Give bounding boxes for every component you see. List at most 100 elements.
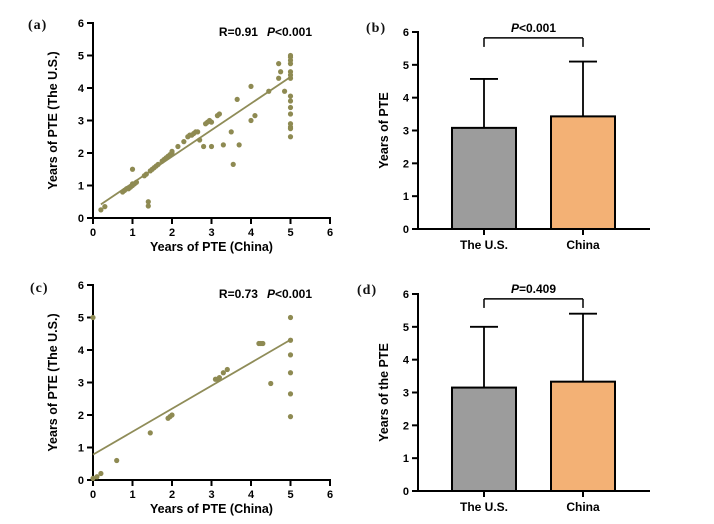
panel-c-label: (c) (30, 281, 49, 296)
data-point (287, 104, 294, 111)
x-tick-label: 2 (169, 489, 175, 501)
bar-china (550, 380, 616, 492)
y-tick-label: 2 (403, 420, 409, 432)
data-point (143, 171, 149, 177)
error-bar (569, 312, 597, 382)
correlation-annotation: R=0.73 P<0.001 (219, 287, 312, 301)
data-point (145, 199, 151, 205)
data-point (252, 113, 258, 119)
data-point (287, 98, 294, 104)
data-point (236, 142, 242, 148)
data-point (228, 129, 234, 135)
x-tick-label: 1 (129, 227, 135, 239)
y-tick-label: 6 (78, 280, 84, 292)
x-tick-label: 3 (208, 489, 214, 501)
scatter-plot-a: 0 1 2 3 4 5 6 0 1 2 3 4 5 6 Years of PTE (China) Years … (46, 18, 333, 254)
data-point (181, 139, 187, 145)
data-point (90, 314, 96, 321)
data-point (155, 161, 161, 167)
x-tick-label: 0 (90, 489, 96, 501)
axes: 0 1 2 3 4 5 6 0 1 2 3 4 5 6 (78, 280, 333, 501)
r-value-label: R=0.91 (219, 25, 258, 39)
y-tick-label: 4 (403, 93, 410, 105)
y-tick-label: 0 (403, 224, 409, 236)
y-tick-label: 5 (403, 322, 409, 334)
data-point (266, 88, 272, 94)
data-points (90, 314, 294, 481)
data-point (287, 370, 294, 376)
regression-line (92, 337, 293, 456)
data-point (276, 61, 282, 67)
y-tick-label: 6 (403, 27, 409, 39)
data-point (287, 111, 294, 117)
y-tick-label: 2 (78, 410, 84, 422)
x-tick-label: 6 (327, 227, 333, 239)
data-point (224, 366, 230, 373)
data-point (216, 375, 222, 381)
data-point (145, 203, 151, 209)
data-point (114, 457, 120, 464)
p-value-label: P<0.001 (511, 21, 556, 35)
y-tick-label: 5 (78, 313, 84, 325)
y-tick-label: 6 (403, 289, 409, 301)
data-point (281, 88, 288, 94)
data-point (129, 166, 136, 172)
panel-a-label: (a) (28, 18, 48, 33)
data-point (208, 143, 215, 150)
y-tick-label: 4 (78, 83, 85, 95)
data-point (98, 207, 104, 213)
y-tick-label: 3 (78, 378, 84, 390)
data-point (248, 117, 254, 124)
data-point (230, 161, 236, 167)
y-tick-label: 1 (403, 191, 409, 203)
x-axis-title: Years of PTE (China) (150, 240, 273, 254)
p-symbol: P (267, 25, 276, 39)
bar-chart-b: 0 1 2 3 4 5 6 Years of PTE The U.S. China P<0.001 (377, 21, 650, 252)
error-bar (470, 78, 498, 128)
p-value-text: =0.409 (519, 282, 556, 296)
category-label: China (566, 238, 600, 252)
y-tick-label: 2 (403, 158, 409, 170)
data-point (234, 96, 240, 102)
bar-the-u-s (451, 126, 517, 230)
significance-bracket (483, 298, 584, 308)
y-tick-label: 0 (403, 486, 409, 498)
p-value-text: <0.001 (519, 21, 556, 35)
x-axis-title: Years of PTE (China) (150, 502, 273, 516)
data-point (287, 93, 294, 99)
category-label: The U.S. (460, 500, 508, 514)
significance-bracket (483, 37, 584, 47)
data-point (268, 380, 274, 387)
y-axis-title: Years of PTE (The U.S.) (46, 313, 60, 451)
data-point (220, 142, 226, 148)
data-point (216, 111, 222, 117)
p-symbol: P (267, 287, 276, 301)
y-tick-label: 5 (78, 51, 84, 63)
data-point (175, 143, 181, 150)
y-axis-title: Years of PTE (The U.S.) (46, 51, 60, 189)
category-label: The U.S. (460, 238, 508, 252)
y-tick-label: 1 (78, 443, 84, 455)
x-tick-label: 5 (287, 227, 293, 239)
data-point (133, 179, 140, 185)
y-tick-label: 5 (403, 60, 409, 72)
r-value-label: R=0.73 (219, 287, 258, 301)
y-axis-title: Years of PTE (377, 92, 391, 168)
y-tick-label: 0 (78, 213, 84, 225)
p-symbol: P (511, 21, 520, 35)
x-tick-label: 5 (287, 489, 293, 501)
bar-chart-d: 0 1 2 3 4 5 6 Years of the PTE The U.S. China P=0.… (377, 282, 650, 514)
data-point (248, 83, 254, 89)
p-value-label: P=0.409 (511, 282, 556, 296)
y-tick-label: 4 (78, 345, 85, 357)
bar-the-u-s (451, 386, 517, 492)
y-tick-label: 4 (403, 355, 410, 367)
axes: 0 1 2 3 4 5 6 0 1 2 3 4 5 6 (78, 18, 333, 239)
y-tick-label: 1 (78, 181, 84, 193)
data-point (287, 414, 294, 420)
bar-china (550, 115, 616, 230)
p-value-label: <0.001 (275, 287, 312, 301)
x-tick-label: 0 (90, 227, 96, 239)
data-point (94, 474, 100, 480)
